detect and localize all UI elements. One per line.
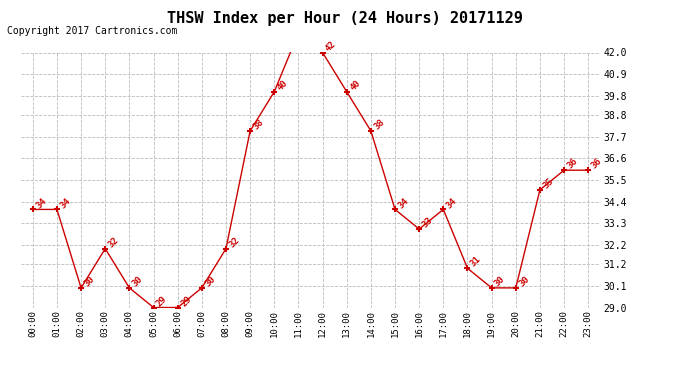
- Text: THSW Index per Hour (24 Hours) 20171129: THSW Index per Hour (24 Hours) 20171129: [167, 11, 523, 26]
- Text: 30: 30: [518, 274, 531, 288]
- Text: 36: 36: [566, 157, 580, 171]
- Text: 30: 30: [83, 274, 97, 288]
- Text: 36: 36: [590, 157, 604, 171]
- Text: 43: 43: [0, 374, 1, 375]
- Text: 33: 33: [421, 216, 435, 229]
- Text: 40: 40: [276, 78, 290, 92]
- Text: 34: 34: [445, 196, 459, 210]
- Text: 30: 30: [131, 274, 145, 288]
- Text: Copyright 2017 Cartronics.com: Copyright 2017 Cartronics.com: [7, 26, 177, 36]
- Text: 42: 42: [324, 39, 338, 53]
- Text: THSW  (°F): THSW (°F): [602, 35, 664, 45]
- Text: 32: 32: [107, 235, 121, 249]
- Text: 38: 38: [373, 118, 386, 132]
- Text: 29: 29: [179, 294, 193, 308]
- Text: 30: 30: [204, 274, 217, 288]
- Text: 32: 32: [228, 235, 242, 249]
- Text: 30: 30: [493, 274, 507, 288]
- Text: 29: 29: [155, 294, 169, 308]
- Text: 34: 34: [59, 196, 72, 210]
- Text: 40: 40: [348, 78, 362, 92]
- Text: 35: 35: [542, 177, 555, 190]
- Text: 34: 34: [397, 196, 411, 210]
- Text: 34: 34: [34, 196, 48, 210]
- Text: 38: 38: [252, 118, 266, 132]
- Text: 31: 31: [469, 255, 483, 269]
